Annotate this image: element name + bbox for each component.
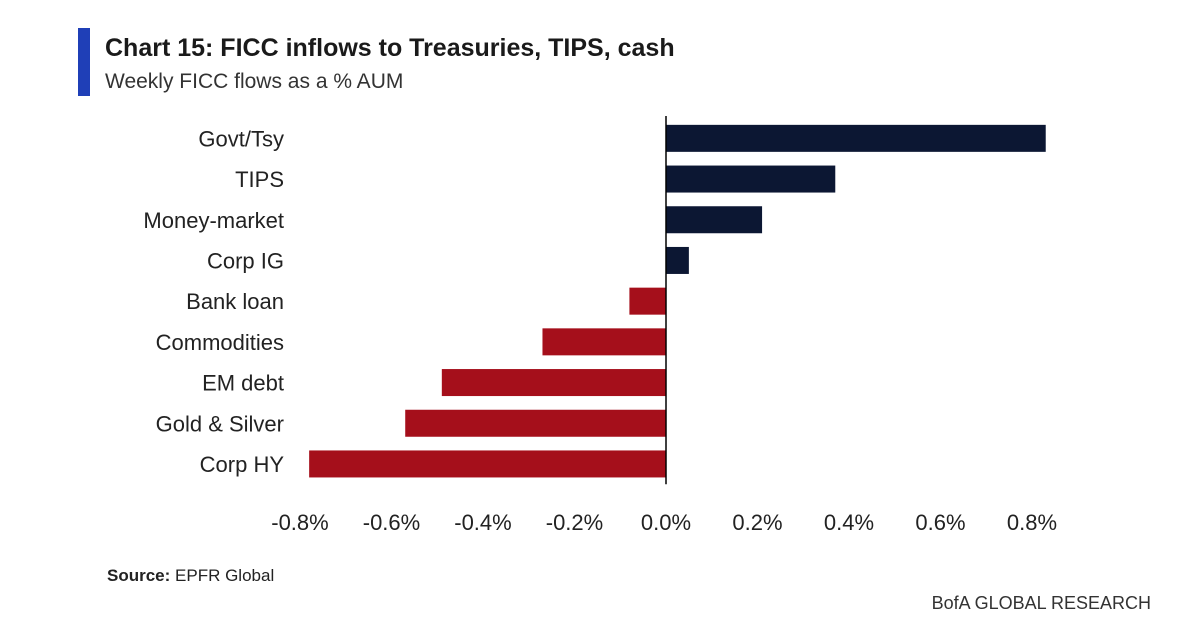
category-label-bank-loan: Bank loan xyxy=(186,289,284,314)
bar-tips xyxy=(666,165,836,193)
category-label-money-market: Money-market xyxy=(143,208,284,233)
x-tick-label: -0.6% xyxy=(363,510,420,535)
chart-title: Chart 15: FICC inflows to Treasuries, TI… xyxy=(105,34,675,62)
bar-govt-tsy xyxy=(666,124,1046,152)
x-tick-label: -0.4% xyxy=(454,510,511,535)
category-label-em-debt: EM debt xyxy=(202,371,284,396)
x-tick-label: 0.0% xyxy=(641,510,691,535)
brand-label: BofA GLOBAL RESEARCH xyxy=(931,593,1151,613)
category-label-commodities: Commodities xyxy=(156,330,284,355)
category-label-corp-hy: Corp HY xyxy=(200,452,285,477)
category-label-gold-and-silver: Gold & Silver xyxy=(156,411,284,436)
chart-subtitle: Weekly FICC flows as a % AUM xyxy=(105,70,404,93)
x-tick-label: -0.2% xyxy=(546,510,603,535)
bar-em-debt xyxy=(441,369,666,397)
x-tick-label: 0.6% xyxy=(915,510,965,535)
bar-corp-ig xyxy=(666,246,689,274)
source-note: Source: EPFR Global xyxy=(107,566,274,586)
x-tick-label: 0.4% xyxy=(824,510,874,535)
category-label-tips: TIPS xyxy=(235,167,284,192)
bar-money-market xyxy=(666,206,763,234)
bar-commodities xyxy=(542,328,666,356)
category-label-govt-tsy: Govt/Tsy xyxy=(198,126,284,151)
category-label-corp-ig: Corp IG xyxy=(207,248,284,273)
x-tick-label: 0.8% xyxy=(1007,510,1057,535)
bar-gold-and-silver xyxy=(405,409,666,437)
bar-chart: Govt/Tsy TIPS Money-market Corp IG Bank loan… xyxy=(143,116,1057,535)
source-label: Source: xyxy=(107,566,171,585)
title-accent-bar xyxy=(78,28,90,96)
x-tick-label: 0.2% xyxy=(732,510,782,535)
x-tick-label: -0.8% xyxy=(271,510,328,535)
bar-bank-loan xyxy=(629,287,666,315)
source-text: EPFR Global xyxy=(170,566,275,585)
bar-corp-hy xyxy=(309,450,666,478)
